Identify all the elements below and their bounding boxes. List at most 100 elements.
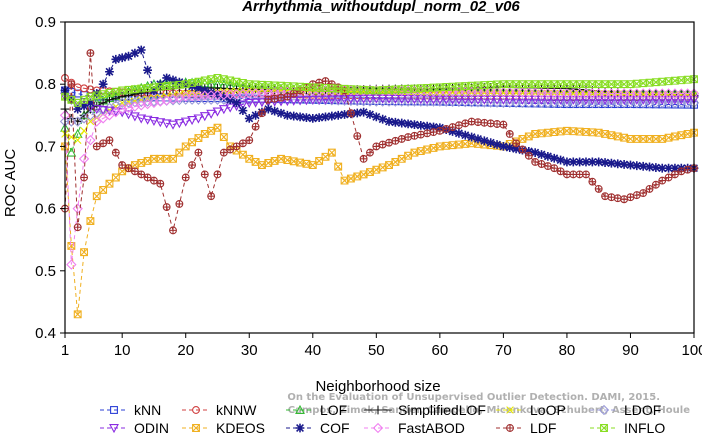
data-point-kdeos xyxy=(111,173,120,182)
data-point-ldf xyxy=(111,148,120,157)
data-point-cof xyxy=(473,134,483,144)
data-point-fastabod xyxy=(85,135,96,146)
data-point-cof xyxy=(238,106,248,116)
data-point-inflo xyxy=(200,76,209,85)
data-point-cof xyxy=(467,132,477,142)
data-point-cof xyxy=(321,112,330,122)
data-point-ldf xyxy=(283,92,292,101)
data-point-cof xyxy=(537,150,546,159)
legend-marker-knn xyxy=(110,406,118,414)
data-point-kdeos xyxy=(321,152,330,161)
data-point-cof xyxy=(607,158,616,168)
data-point-cof xyxy=(384,117,394,126)
x-tick-label: 70 xyxy=(495,342,512,359)
watermark-line-1: Campos, Zimek, Sander, Campello, Micenko… xyxy=(288,405,690,416)
data-point-ldf xyxy=(181,173,190,182)
data-point-ldf xyxy=(156,179,165,188)
data-point-odin xyxy=(237,100,248,110)
data-point-kdeos xyxy=(92,192,101,201)
data-point-ldf xyxy=(219,148,228,157)
data-point-inflo xyxy=(162,82,171,91)
data-point-inflo xyxy=(175,80,184,89)
data-point-odin xyxy=(568,95,579,105)
data-point-kdeos xyxy=(207,126,216,135)
data-point-ldf xyxy=(601,192,610,201)
axes-layer: 1 10 20 30 40 50 60 70 80 90 100 0.4 0.5 0.6 0.7 0.8 0.9 xyxy=(35,14,702,359)
data-point-kdeos xyxy=(346,174,355,183)
data-point-cof xyxy=(327,111,337,121)
data-point-odin xyxy=(129,112,140,122)
data-point-cof xyxy=(454,128,464,138)
x-tick-label: 10 xyxy=(114,342,131,359)
data-point-inflo xyxy=(118,86,127,95)
data-point-inflo xyxy=(149,83,158,92)
y-tick-label: 0.9 xyxy=(35,14,56,31)
data-point-inflo xyxy=(92,91,101,100)
data-point-ldf xyxy=(550,164,559,173)
data-point-kdeos xyxy=(518,134,527,143)
data-point-kdeos xyxy=(258,161,266,170)
data-point-kdeos xyxy=(219,133,228,142)
data-point-cof xyxy=(359,107,369,117)
data-point-odin xyxy=(593,95,604,105)
data-point-cof xyxy=(511,144,521,154)
data-point-cof xyxy=(219,92,229,102)
data-point-cof xyxy=(302,113,311,123)
data-point-odin xyxy=(98,105,109,116)
data-point-ldf xyxy=(137,170,146,179)
data-point-cof xyxy=(549,153,559,163)
data-point-kdeos xyxy=(531,130,540,138)
data-point-odin xyxy=(619,95,630,105)
data-point-cof xyxy=(378,114,388,124)
data-point-ldf xyxy=(372,142,381,151)
series-line-cof xyxy=(64,49,694,169)
data-point-cof xyxy=(505,143,515,153)
data-point-kdeos xyxy=(385,161,393,170)
data-point-cof xyxy=(581,157,591,167)
legend-marker-cof xyxy=(295,423,305,433)
legend-item-fastabod: FastABOD xyxy=(364,420,465,434)
data-point-cof xyxy=(73,104,83,114)
data-point-cof xyxy=(403,119,413,129)
data-point-ldf xyxy=(67,80,76,89)
data-point-cof xyxy=(568,157,578,167)
data-point-cof xyxy=(524,146,534,156)
x-tick-label: 100 xyxy=(681,342,702,359)
data-point-kdeos xyxy=(397,154,406,163)
data-point-kdeos xyxy=(372,165,381,174)
data-point-lof xyxy=(66,147,77,157)
data-point-ldf xyxy=(289,89,298,98)
legend-marker-odin xyxy=(109,424,119,434)
data-point-lof xyxy=(72,128,83,138)
data-point-ldf xyxy=(73,223,82,232)
data-point-cof xyxy=(562,157,572,167)
x-tick-label: 80 xyxy=(559,342,576,359)
data-point-kdeos xyxy=(105,179,114,188)
data-point-ldf xyxy=(149,176,158,185)
data-point-cof xyxy=(263,104,273,114)
data-point-kdeos xyxy=(188,138,197,147)
data-point-odin xyxy=(657,95,668,105)
y-tick-label: 0.6 xyxy=(35,201,56,218)
data-point-odin xyxy=(638,95,649,105)
data-point-cof xyxy=(448,127,457,136)
data-point-kdeos xyxy=(194,134,203,143)
data-point-cof xyxy=(352,108,362,118)
data-point-odin xyxy=(600,95,610,105)
data-point-kdeos xyxy=(86,217,95,225)
data-point-ldf xyxy=(118,161,127,169)
data-point-ldf xyxy=(639,189,648,197)
data-point-ldf xyxy=(486,119,495,128)
data-point-ldf xyxy=(505,130,514,138)
data-point-odin xyxy=(326,95,337,105)
data-point-kdeos xyxy=(353,172,362,181)
data-point-ldf xyxy=(645,185,654,193)
data-point-ldf xyxy=(80,173,89,182)
data-point-kdeos xyxy=(664,133,673,142)
data-point-odin xyxy=(339,95,350,105)
legend-marker-loop xyxy=(506,406,514,414)
legend-label-knnw: kNNW xyxy=(216,402,257,418)
data-point-cof xyxy=(397,118,407,128)
data-point-odin xyxy=(155,118,166,128)
data-point-odin xyxy=(174,119,185,129)
